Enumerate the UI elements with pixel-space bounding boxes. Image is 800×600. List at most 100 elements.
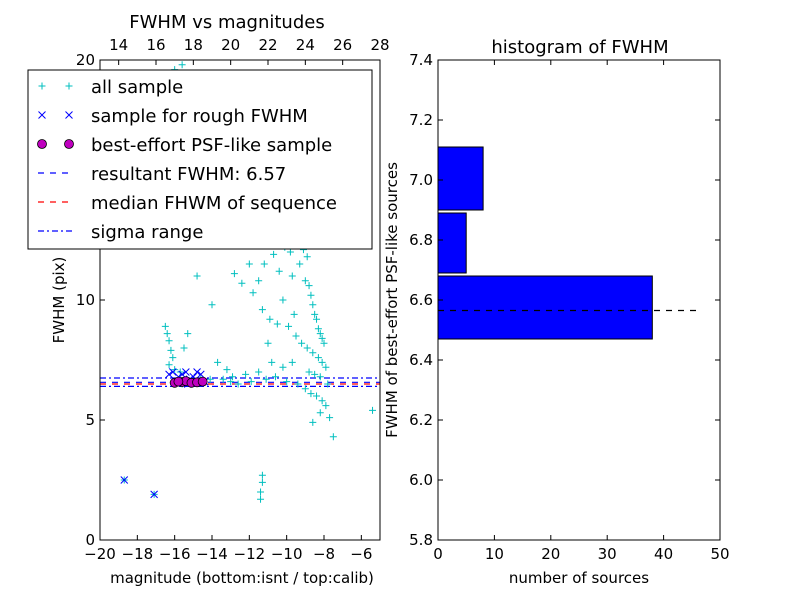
scatter-x-label: magnitude (bottom:isnt / top:calib)	[110, 569, 374, 587]
point-all-sample	[275, 267, 283, 275]
histogram-bar	[437, 146, 484, 211]
point-all-sample	[318, 358, 326, 366]
point-all-sample	[316, 373, 324, 381]
point-best-effort-psf-like-sample	[197, 376, 208, 387]
point-all-sample	[234, 380, 242, 388]
point-all-sample	[208, 301, 216, 309]
point-all-sample	[309, 418, 317, 426]
hist-x-tick-label: 50	[710, 545, 729, 563]
point-all-sample	[316, 409, 324, 417]
point-sample-for-rough-fwhm	[165, 370, 173, 379]
point-all-sample	[316, 330, 324, 338]
point-all-sample	[184, 330, 192, 338]
point-all-sample	[279, 296, 287, 304]
legend-marker	[38, 82, 46, 90]
top-x-tick-label: 16	[146, 36, 165, 54]
hist-y-tick-label: 6.4	[409, 351, 433, 369]
histogram-y-label: FWHM of best-effort PSF-like sources	[383, 162, 401, 438]
point-all-sample	[286, 248, 294, 256]
top-x-tick-label: 24	[296, 36, 315, 54]
point-all-sample	[178, 61, 186, 69]
point-all-sample	[311, 370, 319, 378]
hist-x-tick-label: 30	[598, 545, 617, 563]
point-all-sample	[298, 339, 306, 347]
legend-markers	[37, 82, 74, 232]
point-all-sample	[301, 277, 309, 285]
hist-y-tick-label: 5.8	[409, 531, 433, 549]
point-all-sample	[285, 322, 293, 330]
point-all-sample	[242, 370, 250, 378]
legend-box	[27, 69, 373, 250]
point-all-sample	[258, 471, 266, 479]
legend-label-all-sample: all sample	[91, 77, 183, 98]
scatter-marks	[100, 61, 380, 503]
point-sample-for-rough-fwhm	[193, 368, 201, 376]
top-x-tick-label: 26	[333, 36, 352, 54]
point-all-sample	[318, 397, 326, 405]
point-all-sample	[214, 358, 222, 366]
y-tick-label: 10	[76, 291, 95, 309]
scatter-axes: −20 −18 −16 −14 −12 −10 −8 −6 0 5 10 14 16 18 20 22 24 26…	[76, 36, 390, 563]
point-all-sample	[219, 375, 227, 383]
top-x-tick-label: 14	[109, 36, 128, 54]
point-all-sample	[264, 339, 272, 347]
point-all-sample	[229, 373, 237, 381]
point-sample-for-rough-fwhm	[168, 368, 177, 376]
top-x-tick-label: 18	[184, 36, 203, 54]
point-all-sample	[326, 414, 334, 422]
point-all-sample	[290, 310, 298, 318]
point-best-effort-psf-like-sample	[173, 376, 184, 387]
point-all-sample	[305, 368, 313, 376]
histogram-chart: histogram of FWHM 0 10 20 30 40 50 5.8 6.0 6.2 6.…	[383, 37, 730, 587]
legend-label-rough-fwhm: sample for rough FWHM	[91, 106, 308, 127]
legend-marker	[65, 82, 73, 90]
point-all-sample	[288, 272, 296, 280]
point-all-sample	[227, 378, 235, 386]
histogram-x-label: number of sources	[509, 569, 649, 587]
point-all-sample	[313, 392, 321, 400]
point-all-sample	[329, 433, 337, 441]
point-all-sample	[165, 361, 173, 369]
scatter-legend: all sample sample for rough FWHM best-ef…	[27, 69, 373, 250]
point-sample-for-rough-fwhm	[120, 476, 129, 484]
point-all-sample	[314, 354, 322, 362]
point-all-sample	[305, 282, 313, 290]
point-all-sample	[255, 277, 263, 285]
x-tick-label: −10	[271, 545, 303, 563]
point-all-sample	[271, 373, 279, 381]
point-all-sample	[279, 363, 287, 371]
point-all-sample	[301, 385, 309, 393]
hist-x-tick-label: 10	[485, 545, 504, 563]
point-all-sample	[288, 358, 296, 366]
point-all-sample	[273, 320, 281, 328]
point-all-sample	[257, 488, 265, 496]
hist-y-tick-label: 7.0	[409, 171, 433, 189]
point-all-sample	[292, 332, 300, 340]
hist-y-tick-label: 6.0	[409, 471, 433, 489]
point-all-sample	[303, 253, 311, 261]
histogram-axes: 0 10 20 30 40 50 5.8 6.0 6.2 6.4 6.6 6.8 7.0 7.2 7.4	[409, 51, 729, 563]
top-x-tick-label: 28	[370, 36, 389, 54]
point-all-sample	[294, 380, 302, 388]
point-all-sample	[258, 306, 266, 314]
point-all-sample	[238, 279, 246, 287]
legend-marker	[37, 139, 47, 149]
histogram-marks	[437, 146, 698, 340]
point-all-sample	[307, 390, 315, 398]
hist-x-tick-label: 0	[433, 545, 443, 563]
hist-y-tick-label: 7.4	[409, 51, 433, 69]
point-all-sample	[258, 478, 266, 486]
point-all-sample	[165, 337, 173, 345]
x-tick-label: −16	[159, 545, 191, 563]
point-all-sample	[268, 358, 276, 366]
scatter-chart: FWHM vs magnitudes −20 −18 −16 −14 −12 −10 −8−…	[27, 12, 390, 587]
point-all-sample	[283, 378, 291, 386]
point-all-sample	[262, 375, 270, 383]
point-all-sample	[223, 366, 231, 374]
point-all-sample	[311, 310, 319, 318]
y-tick-label-top: 20	[76, 51, 95, 69]
top-x-tick-label: 20	[221, 36, 240, 54]
point-all-sample	[318, 334, 326, 342]
x-tick-label: −18	[122, 545, 154, 563]
